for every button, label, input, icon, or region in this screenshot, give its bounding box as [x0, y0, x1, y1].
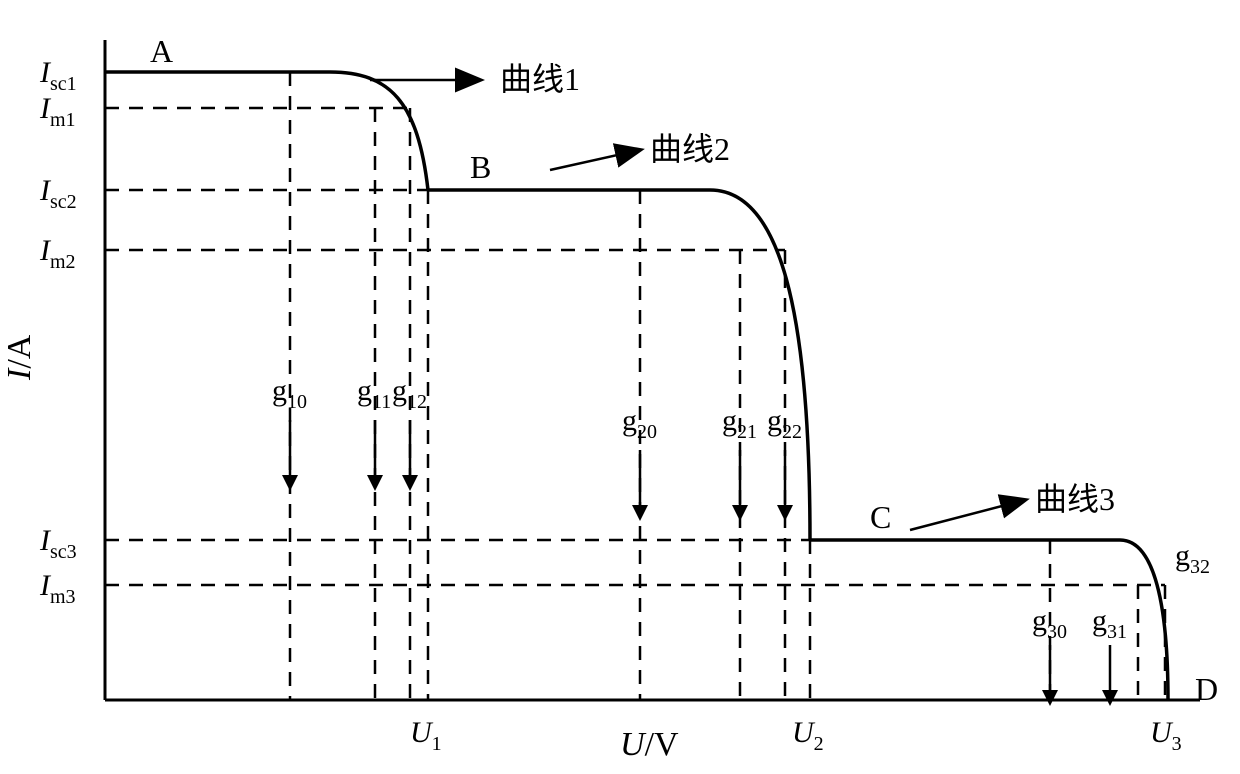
point-C: C: [870, 499, 891, 535]
g-arrowhead-20: [632, 505, 648, 521]
xtick-U2: U2: [792, 716, 824, 755]
x-axis-label: U/V: [620, 726, 679, 763]
y-axis-label: I/A: [1, 334, 38, 381]
curve-2: [428, 190, 810, 540]
g-arrowhead-30: [1042, 690, 1058, 706]
g-arrowhead-21: [732, 505, 748, 521]
g-label-32: g32: [1175, 539, 1210, 578]
point-A: A: [150, 33, 173, 69]
xtick-U3: U3: [1150, 716, 1182, 755]
g-label-10: g10: [272, 374, 307, 413]
g-arrowhead-22: [777, 505, 793, 521]
curve-label-3: 曲线3: [1035, 481, 1115, 517]
ytick-Isc3: Isc3: [39, 524, 77, 563]
curve-label-2: 曲线2: [650, 131, 730, 167]
g-arrowhead-11: [367, 475, 383, 491]
g-arrowhead-10: [282, 475, 298, 491]
iv-curve-diagram: I/A U/V Isc1Im1 Isc2 Im2 Isc3 Im3 U1 U2 U3 曲线1 曲线2 曲…: [0, 0, 1240, 774]
g-arrowhead-31: [1102, 690, 1118, 706]
curve-label-1: 曲线1: [500, 61, 580, 97]
g-label-22: g22: [767, 404, 802, 443]
curve-1: [105, 72, 428, 190]
g-label-31: g31: [1092, 604, 1127, 643]
curve-3: [810, 540, 1168, 700]
point-B: B: [470, 149, 491, 185]
curve-label-arrow-3: [910, 500, 1025, 530]
g-label-30: g30: [1032, 604, 1067, 643]
ytick-Im3: Im3: [39, 569, 76, 608]
g-label-21: g21: [722, 404, 757, 443]
curve-label-arrow-2: [550, 150, 640, 170]
g-arrowhead-12: [402, 475, 418, 491]
ytick-Isc2: Isc2: [39, 174, 77, 213]
ytick-Isc1: Isc1: [39, 56, 77, 95]
ytick-Im2: Im2: [39, 234, 76, 273]
xtick-U1: U1: [410, 716, 442, 755]
chart-svg: I/A U/V Isc1Im1 Isc2 Im2 Isc3 Im3 U1 U2 U3 曲线1 曲线2 曲…: [0, 0, 1240, 774]
point-D: D: [1195, 671, 1218, 707]
ytick-Im1: Im1: [39, 92, 76, 131]
